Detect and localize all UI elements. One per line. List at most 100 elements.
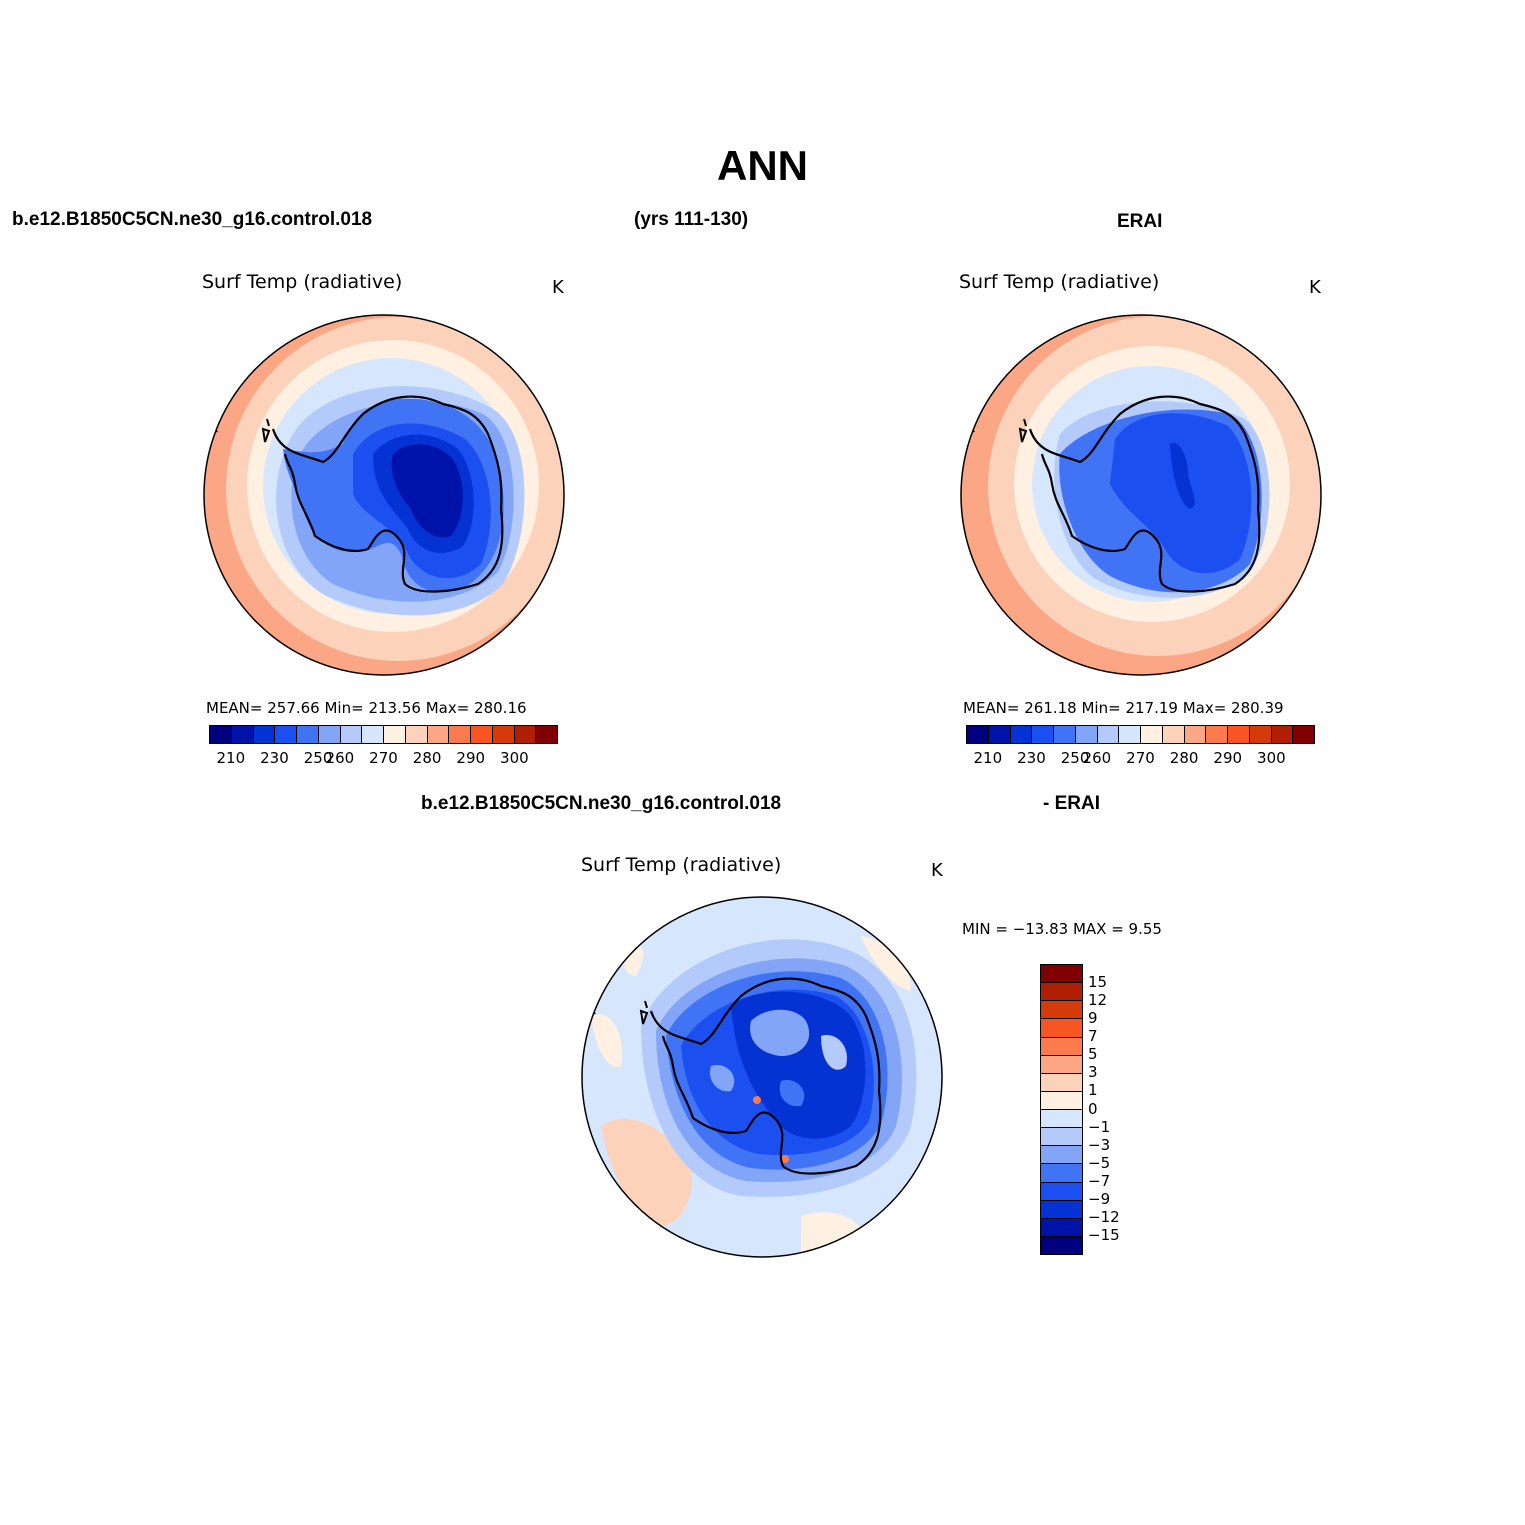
diff-colorbar-tick-label: −5 [1088,1153,1111,1172]
obs-colorbar-swatch [1119,726,1141,743]
model-colorbar-swatch [471,726,493,743]
obs-colorbar [966,725,1315,744]
obs-colorbar-tick-label: 300 [1257,749,1286,767]
years-label: (yrs 111-130) [634,209,749,230]
model-polar-map [203,314,565,676]
model-colorbar-tick-label: 210 [216,749,246,767]
model-colorbar-swatch [514,726,537,743]
model-colorbar-swatch [449,726,471,743]
model-colorbar-swatch [253,726,276,743]
obs-colorbar-swatch [967,726,989,743]
diff-colorbar-tick-label: 1 [1088,1081,1098,1100]
model-colorbar-tick-label: 260 [325,749,355,767]
diff-colorbar-swatch [1041,1164,1082,1183]
diff-case-label: b.e12.B1850C5CN.ne30_g16.control.018 [421,793,782,814]
diff-colorbar-swatch [1041,1110,1082,1129]
obs-colorbar-swatch [1032,726,1054,743]
model-colorbar-tick-label: 290 [456,749,486,767]
obs-colorbar-tick-label: 280 [1169,749,1199,767]
obs-colorbar-swatch [1249,726,1272,743]
obs-colorbar-swatch [1228,726,1250,743]
diff-obs-label: - ERAI [1043,793,1100,814]
figure-title: ANN [717,142,808,189]
model-colorbar-swatches [209,725,558,744]
obs-colorbar-swatch [1075,726,1098,743]
model-colorbar-swatch [297,726,319,743]
obs-panel-title: Surf Temp (radiative) [959,271,1160,293]
obs-colorbar-swatch [988,726,1011,743]
obs-colorbar-tick-label: 260 [1082,749,1112,767]
model-colorbar-swatch [231,726,254,743]
obs-colorbar-swatch [1010,726,1033,743]
diff-colorbar-swatch [1041,1218,1082,1237]
model-colorbar [209,725,558,744]
diff-colorbar-swatch [1041,1055,1082,1074]
obs-colorbar-swatch [1184,726,1207,743]
diff-colorbar-swatch [1041,965,1082,984]
diff-colorbar-swatch [1041,1182,1082,1201]
diff-colorbar-swatch [1041,1037,1082,1056]
obs-colorbar-swatch [1271,726,1294,743]
obs-colorbar-swatch [1054,726,1076,743]
diff-colorbar-tick-label: 0 [1088,1099,1098,1118]
model-panel-units: K [552,277,564,298]
model-panel-title: Surf Temp (radiative) [202,271,403,293]
diff-colorbar-swatch [1041,1019,1082,1038]
obs-colorbar-ticks: 210 230 250 260 270 280 290 300 [966,749,1315,769]
obs-polar-map [960,314,1322,676]
diff-colorbar-tick-label: −7 [1088,1171,1111,1190]
model-colorbar-ticks: 210 230 250 260 270 280 290 300 [209,749,558,769]
obs-colorbar-swatch [1293,726,1314,743]
obs-colorbar-tick-label: 230 [1017,749,1046,767]
obs-colorbar-tick-label: 210 [973,749,1003,767]
model-colorbar-swatch [492,726,515,743]
obs-colorbar-swatch [1162,726,1185,743]
diff-colorbar-tick-label: 7 [1088,1027,1098,1046]
obs-colorbar-swatch [1141,726,1163,743]
diff-colorbar-tick-label: −15 [1088,1225,1120,1244]
diff-colorbar-tick-label: −12 [1088,1207,1120,1226]
model-case-label: b.e12.B1850C5CN.ne30_g16.control.018 [12,209,373,230]
diff-stats: MIN = −13.83 MAX = 9.55 [962,920,1162,938]
model-colorbar-swatch [405,726,428,743]
diff-colorbar-swatch [1041,1128,1082,1147]
diff-colorbar [1040,964,1083,1255]
diff-colorbar-tick-label: 15 [1088,973,1108,992]
diff-polar-map [581,896,943,1258]
diff-colorbar-tick-label: 12 [1088,991,1108,1010]
diff-colorbar-swatch [1041,1200,1082,1219]
model-colorbar-swatch [210,726,232,743]
diff-colorbar-tick-label: 5 [1088,1045,1098,1064]
obs-label: ERAI [1117,211,1163,232]
model-colorbar-swatch [384,726,406,743]
diff-colorbar-swatch [1041,1073,1082,1092]
model-colorbar-swatch [340,726,363,743]
obs-panel-units: K [1309,277,1321,298]
diff-colorbar-swatch [1041,1001,1082,1020]
diff-panel-title: Surf Temp (radiative) [581,854,782,876]
obs-colorbar-tick-label: 290 [1213,749,1243,767]
diff-colorbar-swatch [1041,983,1082,1002]
diff-colorbar-tick-label: 9 [1088,1009,1098,1028]
model-colorbar-tick-label: 250 [303,749,333,767]
model-colorbar-tick-label: 300 [500,749,529,767]
model-colorbar-swatch [427,726,450,743]
obs-colorbar-swatches [966,725,1315,744]
obs-colorbar-swatch [1097,726,1120,743]
model-colorbar-tick-label: 230 [260,749,289,767]
diff-colorbar-tick-label: 3 [1088,1063,1098,1082]
model-colorbar-swatch [536,726,557,743]
diff-colorbar-tick-label: −1 [1088,1117,1111,1136]
diff-colorbar-swatch [1041,1236,1082,1254]
diff-colorbar-swatch [1041,1146,1082,1165]
model-stats: MEAN= 257.66 Min= 213.56 Max= 280.16 [206,699,527,717]
diff-colorbar-tick-label: −3 [1088,1135,1111,1154]
obs-colorbar-swatch [1206,726,1228,743]
diff-panel-units: K [931,860,943,881]
model-colorbar-tick-label: 270 [369,749,398,767]
diff-colorbar-tick-label: −9 [1088,1189,1111,1208]
model-colorbar-swatch [275,726,297,743]
model-colorbar-tick-label: 280 [412,749,442,767]
obs-colorbar-tick-label: 270 [1126,749,1155,767]
diff-colorbar-ticks: 15 12 9 7 5 3 1 0 −1 −3 −5 −7 −9 −12 −15 [1088,964,1148,1253]
